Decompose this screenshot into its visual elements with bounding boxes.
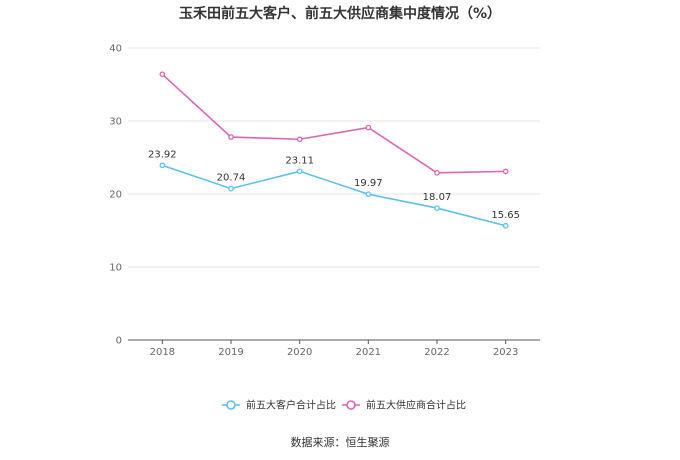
- chart-title: 玉禾田前五大客户、前五大供应商集中度情况（%）: [179, 5, 501, 22]
- series-1-point: [228, 134, 234, 140]
- series-1-point: [159, 71, 166, 78]
- series-0-point: [159, 162, 166, 169]
- data-source: 数据来源：恒生聚源: [291, 435, 390, 449]
- x-tick-label: 2023: [493, 347, 518, 358]
- legend-marker-1: [346, 400, 356, 410]
- data-label: 19.97: [354, 178, 383, 189]
- x-tick-label: 2022: [424, 347, 449, 358]
- legend: 前五大客户合计占比 前五大供应商合计占比: [222, 399, 466, 412]
- x-tick-label: 2021: [356, 347, 381, 358]
- data-labels: 23.92 20.74 23.11 19.97 18.07 15.65: [148, 149, 520, 220]
- series-0-point: [434, 205, 440, 211]
- y-tick-label: 40: [109, 44, 122, 55]
- legend-marker-0: [226, 400, 236, 410]
- x-axis-ticks: 2018 2019 2020 2021 2022 2023: [150, 340, 518, 358]
- y-tick-label: 30: [109, 117, 122, 128]
- series-1-point: [365, 124, 372, 131]
- series-line-1: [161, 73, 506, 174]
- x-tick-label: 2020: [287, 347, 312, 358]
- x-tick-label: 2019: [218, 347, 243, 358]
- series-layer: [159, 71, 509, 229]
- series-1-point: [502, 168, 509, 175]
- series-0-point: [296, 168, 303, 175]
- series-0-point: [365, 191, 372, 198]
- data-label: 23.92: [148, 149, 177, 160]
- data-label: 15.65: [491, 210, 520, 221]
- gridlines: [128, 47, 540, 268]
- x-tick-label: 2018: [150, 347, 175, 358]
- series-1-point: [296, 136, 303, 143]
- series-line-0: [162, 164, 506, 227]
- y-tick-label: 10: [109, 263, 122, 274]
- data-label: 23.11: [285, 155, 314, 166]
- series-1-point: [434, 169, 440, 176]
- data-label: 20.74: [217, 173, 246, 184]
- y-tick-label: 20: [109, 190, 122, 201]
- legend-label-1: 前五大供应商合计占比: [366, 399, 466, 412]
- data-label: 18.07: [423, 192, 452, 203]
- series-0-point: [228, 185, 234, 192]
- legend-label-0: 前五大客户合计占比: [246, 399, 336, 412]
- y-tick-label: 0: [116, 336, 122, 347]
- y-axis-ticks: 0 10 20 30 40: [109, 44, 122, 347]
- series-0-point: [502, 222, 509, 229]
